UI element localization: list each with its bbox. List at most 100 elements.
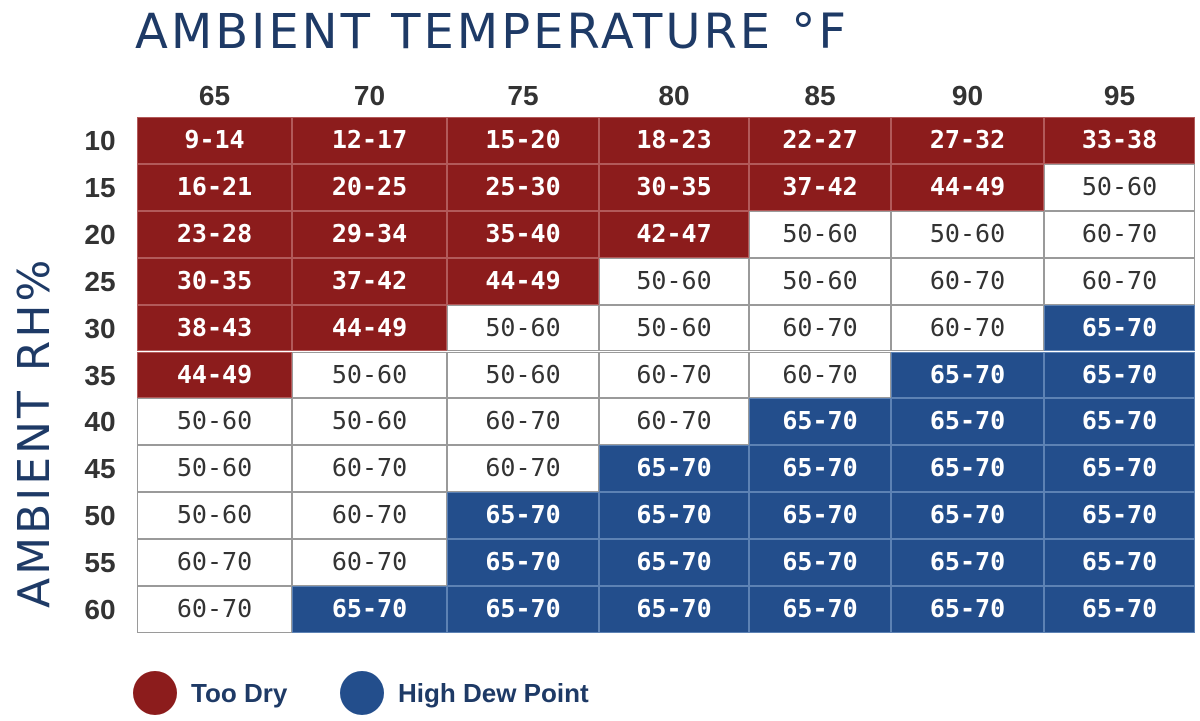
row-header-55: 55 <box>84 547 116 579</box>
table-cell: 50-60 <box>292 398 447 446</box>
legend-item-dew: High Dew Point <box>340 670 589 716</box>
table-cell: 30-35 <box>599 163 749 211</box>
table-cell: 60-70 <box>447 445 599 493</box>
legend-label-dry: Too Dry <box>191 677 288 708</box>
table-cell: 65-70 <box>292 586 447 633</box>
table-cell: 65-70 <box>599 492 749 540</box>
table-cell: 60-70 <box>292 539 447 586</box>
row-header-10: 10 <box>84 125 116 156</box>
table-cell: 65-70 <box>749 398 891 446</box>
column-header-80: 80 <box>658 80 690 111</box>
table-cell: 60-70 <box>749 304 891 352</box>
table-cell: 65-70 <box>599 539 749 586</box>
table-cell: 15-20 <box>447 117 599 164</box>
table-cell: 65-70 <box>891 586 1044 633</box>
table-cell: 60-70 <box>137 539 292 586</box>
table-cell: 44-49 <box>891 163 1044 211</box>
table-cell: 65-70 <box>599 445 749 493</box>
row-header-30: 30 <box>84 312 116 344</box>
table-cell: 65-70 <box>1044 304 1195 352</box>
table-cell: 23-28 <box>137 210 292 258</box>
chart-title: AMBIENT TEMPERATURE °F <box>135 4 849 60</box>
table-cell: 44-49 <box>137 351 292 399</box>
table-cell: 65-70 <box>447 492 599 540</box>
column-header-95: 95 <box>1103 80 1136 111</box>
table-cell: 12-17 <box>292 117 447 164</box>
table-cell: 50-60 <box>137 492 292 540</box>
table-cell: 65-70 <box>749 445 891 493</box>
legend-label-dew: High Dew Point <box>398 677 589 708</box>
table-cell: 65-70 <box>891 351 1044 399</box>
table-cell: 50-60 <box>599 304 749 352</box>
table-cell: 65-70 <box>891 445 1044 493</box>
table-cell: 65-70 <box>1044 351 1195 399</box>
table-cell: 50-60 <box>137 445 292 493</box>
table-cell: 35-40 <box>447 210 599 258</box>
table-cell: 29-34 <box>292 210 447 258</box>
legend-swatch-dry <box>133 671 177 715</box>
table-cell: 50-60 <box>1044 163 1195 211</box>
table-cell: 65-70 <box>891 492 1044 540</box>
table-cell: 65-70 <box>447 539 599 586</box>
table-cell: 50-60 <box>447 351 599 399</box>
column-header-70: 70 <box>353 80 386 111</box>
row-header-25: 25 <box>84 265 116 297</box>
table-cell: 50-60 <box>599 257 749 305</box>
table-cell: 50-60 <box>292 351 447 399</box>
table-cell: 65-70 <box>749 586 891 633</box>
row-header-50: 50 <box>84 500 116 532</box>
table-cell: 65-70 <box>1044 539 1195 586</box>
legend-item-dry: Too Dry <box>133 670 287 716</box>
table-cell: 44-49 <box>292 304 447 352</box>
table-cell: 65-70 <box>749 492 891 540</box>
table-cell: 42-47 <box>599 210 749 258</box>
table-cell: 65-70 <box>749 539 891 586</box>
row-header-40: 40 <box>84 406 116 438</box>
table-cell: 65-70 <box>599 586 749 633</box>
table-cell: 60-70 <box>599 351 749 399</box>
table-cell: 37-42 <box>749 163 891 211</box>
table-cell: 65-70 <box>1044 445 1195 493</box>
table-cell: 60-70 <box>292 492 447 540</box>
table-cell: 65-70 <box>891 398 1044 446</box>
table-cell: 50-60 <box>891 210 1044 258</box>
column-header-90: 90 <box>951 80 984 111</box>
y-axis-label: AMBIENT RH% <box>9 256 60 608</box>
table-cell: 27-32 <box>891 117 1044 164</box>
table-cell: 60-70 <box>599 398 749 446</box>
legend-swatch-dew <box>340 671 384 715</box>
table-cell: 44-49 <box>447 257 599 305</box>
row-header-60: 60 <box>84 594 116 625</box>
table-cell: 60-70 <box>1044 210 1195 258</box>
row-header-20: 20 <box>84 218 116 250</box>
table-cell: 38-43 <box>137 304 292 352</box>
table-cell: 50-60 <box>447 304 599 352</box>
table-cell: 25-30 <box>447 163 599 211</box>
table-cell: 18-23 <box>599 117 749 164</box>
table-cell: 30-35 <box>137 257 292 305</box>
row-header-15: 15 <box>84 171 116 203</box>
table-cell: 60-70 <box>447 398 599 446</box>
table-cell: 65-70 <box>447 586 599 633</box>
table-cell: 65-70 <box>1044 586 1195 633</box>
table-cell: 37-42 <box>292 257 447 305</box>
table-cell: 65-70 <box>1044 398 1195 446</box>
column-header-65: 65 <box>198 80 231 111</box>
table-cell: 65-70 <box>1044 492 1195 540</box>
table-cell: 16-21 <box>137 163 292 211</box>
table-cell: 20-25 <box>292 163 447 211</box>
table-cell: 60-70 <box>749 351 891 399</box>
column-header-85: 85 <box>804 80 836 111</box>
table-cell: 60-70 <box>1044 257 1195 305</box>
table-cell: 60-70 <box>891 304 1044 352</box>
table-cell: 50-60 <box>137 398 292 446</box>
table-cell: 65-70 <box>891 539 1044 586</box>
row-header-35: 35 <box>84 359 116 391</box>
table-cell: 50-60 <box>749 210 891 258</box>
table-cell: 33-38 <box>1044 117 1195 164</box>
table-cell: 9-14 <box>137 117 292 164</box>
row-header-45: 45 <box>84 453 116 485</box>
table-cell: 60-70 <box>292 445 447 493</box>
table-cell: 60-70 <box>891 257 1044 305</box>
table-cell: 60-70 <box>137 586 292 633</box>
